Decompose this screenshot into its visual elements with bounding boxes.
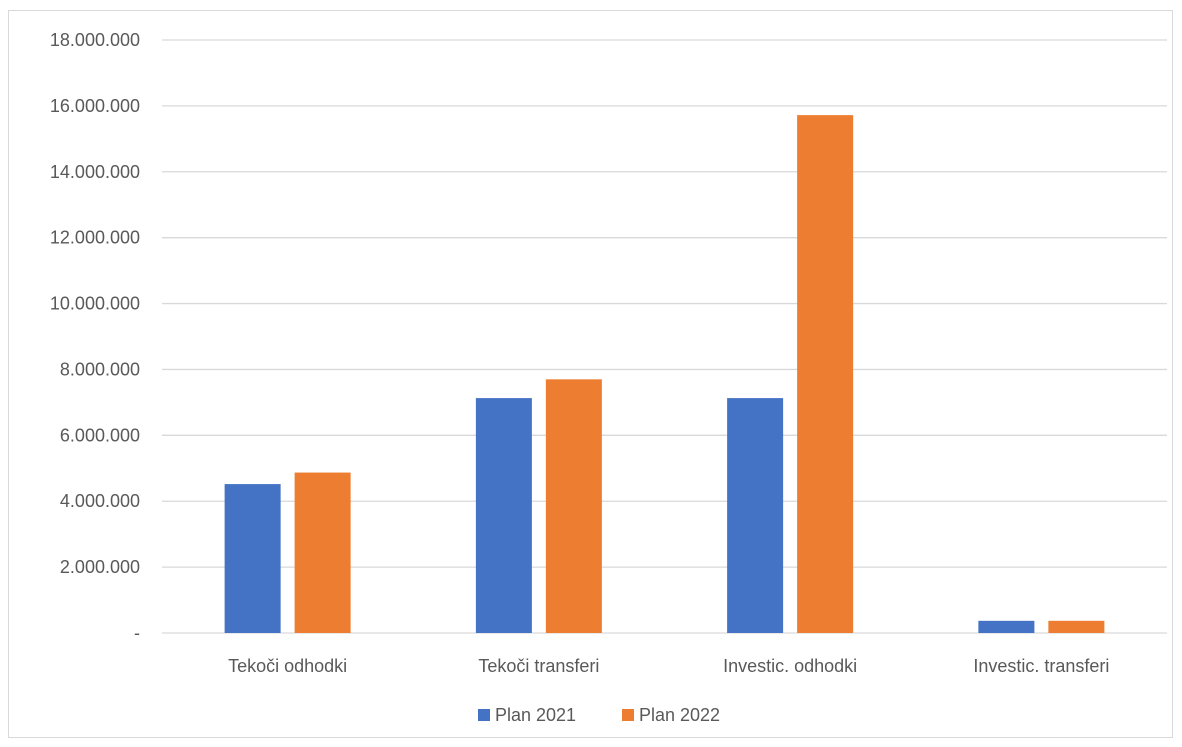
y-tick-label: 12.000.000 xyxy=(50,228,140,248)
legend-label: Plan 2022 xyxy=(639,705,720,725)
y-tick-label: 18.000.000 xyxy=(50,30,140,50)
y-tick-label: 14.000.000 xyxy=(50,162,140,182)
bar-plan-2021 xyxy=(224,484,281,633)
legend-label: Plan 2021 xyxy=(495,705,576,725)
y-tick-label: 4.000.000 xyxy=(60,491,140,511)
x-tick-label: Tekoči odhodki xyxy=(228,656,347,676)
y-tick-label: 2.000.000 xyxy=(60,557,140,577)
y-tick-label: - xyxy=(134,623,140,643)
y-tick-label: 6.000.000 xyxy=(60,425,140,445)
x-tick-label: Investic. transferi xyxy=(973,656,1109,676)
x-tick-label: Tekoči transferi xyxy=(478,656,599,676)
y-tick-label: 8.000.000 xyxy=(60,359,140,379)
y-tick-label: 16.000.000 xyxy=(50,96,140,116)
bar-plan-2022 xyxy=(545,379,602,633)
bar-plan-2022 xyxy=(1048,620,1105,633)
x-axis-tick-labels: Tekoči odhodki Tekoči transferi Investic. … xyxy=(228,656,1109,676)
bar-plan-2021 xyxy=(475,398,532,633)
y-axis-tick-labels: - 2.000.000 4.000.000 6.000.000 8.000.000 10.… xyxy=(50,30,140,643)
bar-plan-2021 xyxy=(727,398,784,633)
y-tick-label: 10.000.000 xyxy=(50,294,140,314)
legend-swatch xyxy=(478,709,490,721)
bars xyxy=(224,115,1105,633)
legend: Plan 2021 Plan 2022 xyxy=(478,705,720,725)
bar-plan-2022 xyxy=(294,472,351,633)
bar-plan-2022 xyxy=(797,115,854,633)
bar-plan-2021 xyxy=(978,620,1035,633)
legend-swatch xyxy=(622,709,634,721)
x-tick-label: Investic. odhodki xyxy=(723,656,857,676)
